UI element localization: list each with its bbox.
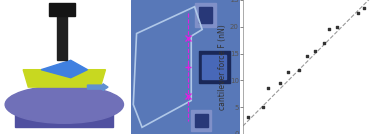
Polygon shape	[49, 3, 74, 16]
Point	[361, 7, 367, 9]
Point	[265, 87, 271, 90]
Point	[245, 116, 251, 118]
Polygon shape	[131, 0, 240, 134]
Polygon shape	[15, 105, 113, 127]
Point	[321, 42, 327, 44]
FancyArrow shape	[87, 84, 108, 90]
Polygon shape	[199, 7, 212, 23]
Point	[304, 55, 310, 57]
Point	[285, 71, 291, 73]
Polygon shape	[202, 55, 226, 79]
Point	[312, 50, 318, 52]
Polygon shape	[23, 70, 105, 87]
Point	[335, 26, 341, 28]
Polygon shape	[195, 3, 216, 27]
Ellipse shape	[5, 86, 124, 123]
Polygon shape	[191, 110, 211, 131]
Point	[260, 106, 266, 108]
Y-axis label: cantilever force F (nN): cantilever force F (nN)	[218, 24, 227, 110]
Polygon shape	[41, 60, 87, 78]
Point	[277, 82, 283, 84]
Point	[296, 69, 302, 71]
Polygon shape	[199, 51, 229, 83]
Point	[355, 12, 361, 14]
Polygon shape	[57, 11, 67, 60]
Polygon shape	[195, 114, 208, 127]
Point	[326, 28, 332, 31]
